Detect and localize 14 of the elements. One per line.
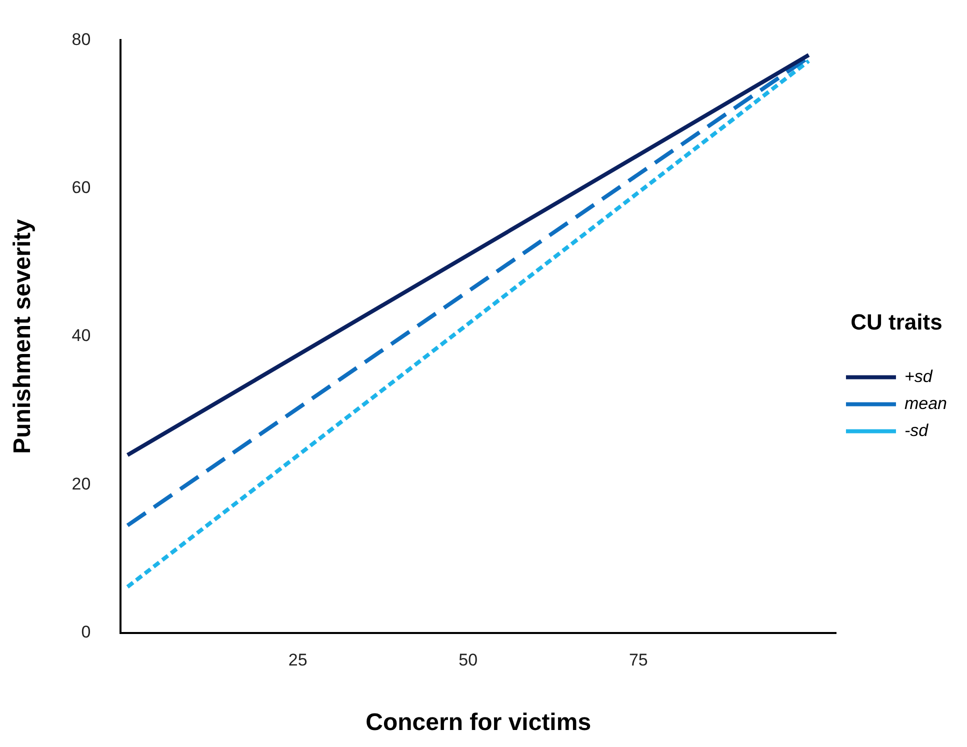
- x-tick-label: 75: [628, 650, 648, 670]
- y-tick-label: 40: [72, 326, 91, 346]
- y-axis-title: Punishment severity: [9, 218, 36, 454]
- x-tick-label: 25: [288, 650, 308, 670]
- legend-title: CU traits: [850, 309, 942, 334]
- legend-label: +sd: [904, 366, 933, 386]
- y-tick-label: 20: [72, 474, 91, 494]
- legend-label: mean: [904, 394, 948, 413]
- x-tick-label: 50: [458, 650, 478, 670]
- x-axis-title: Concern for victims: [366, 709, 592, 736]
- y-tick-label: 0: [81, 622, 91, 642]
- legend-label: -sd: [904, 420, 929, 440]
- y-tick-label: 80: [72, 30, 91, 49]
- y-tick-label: 60: [72, 178, 91, 198]
